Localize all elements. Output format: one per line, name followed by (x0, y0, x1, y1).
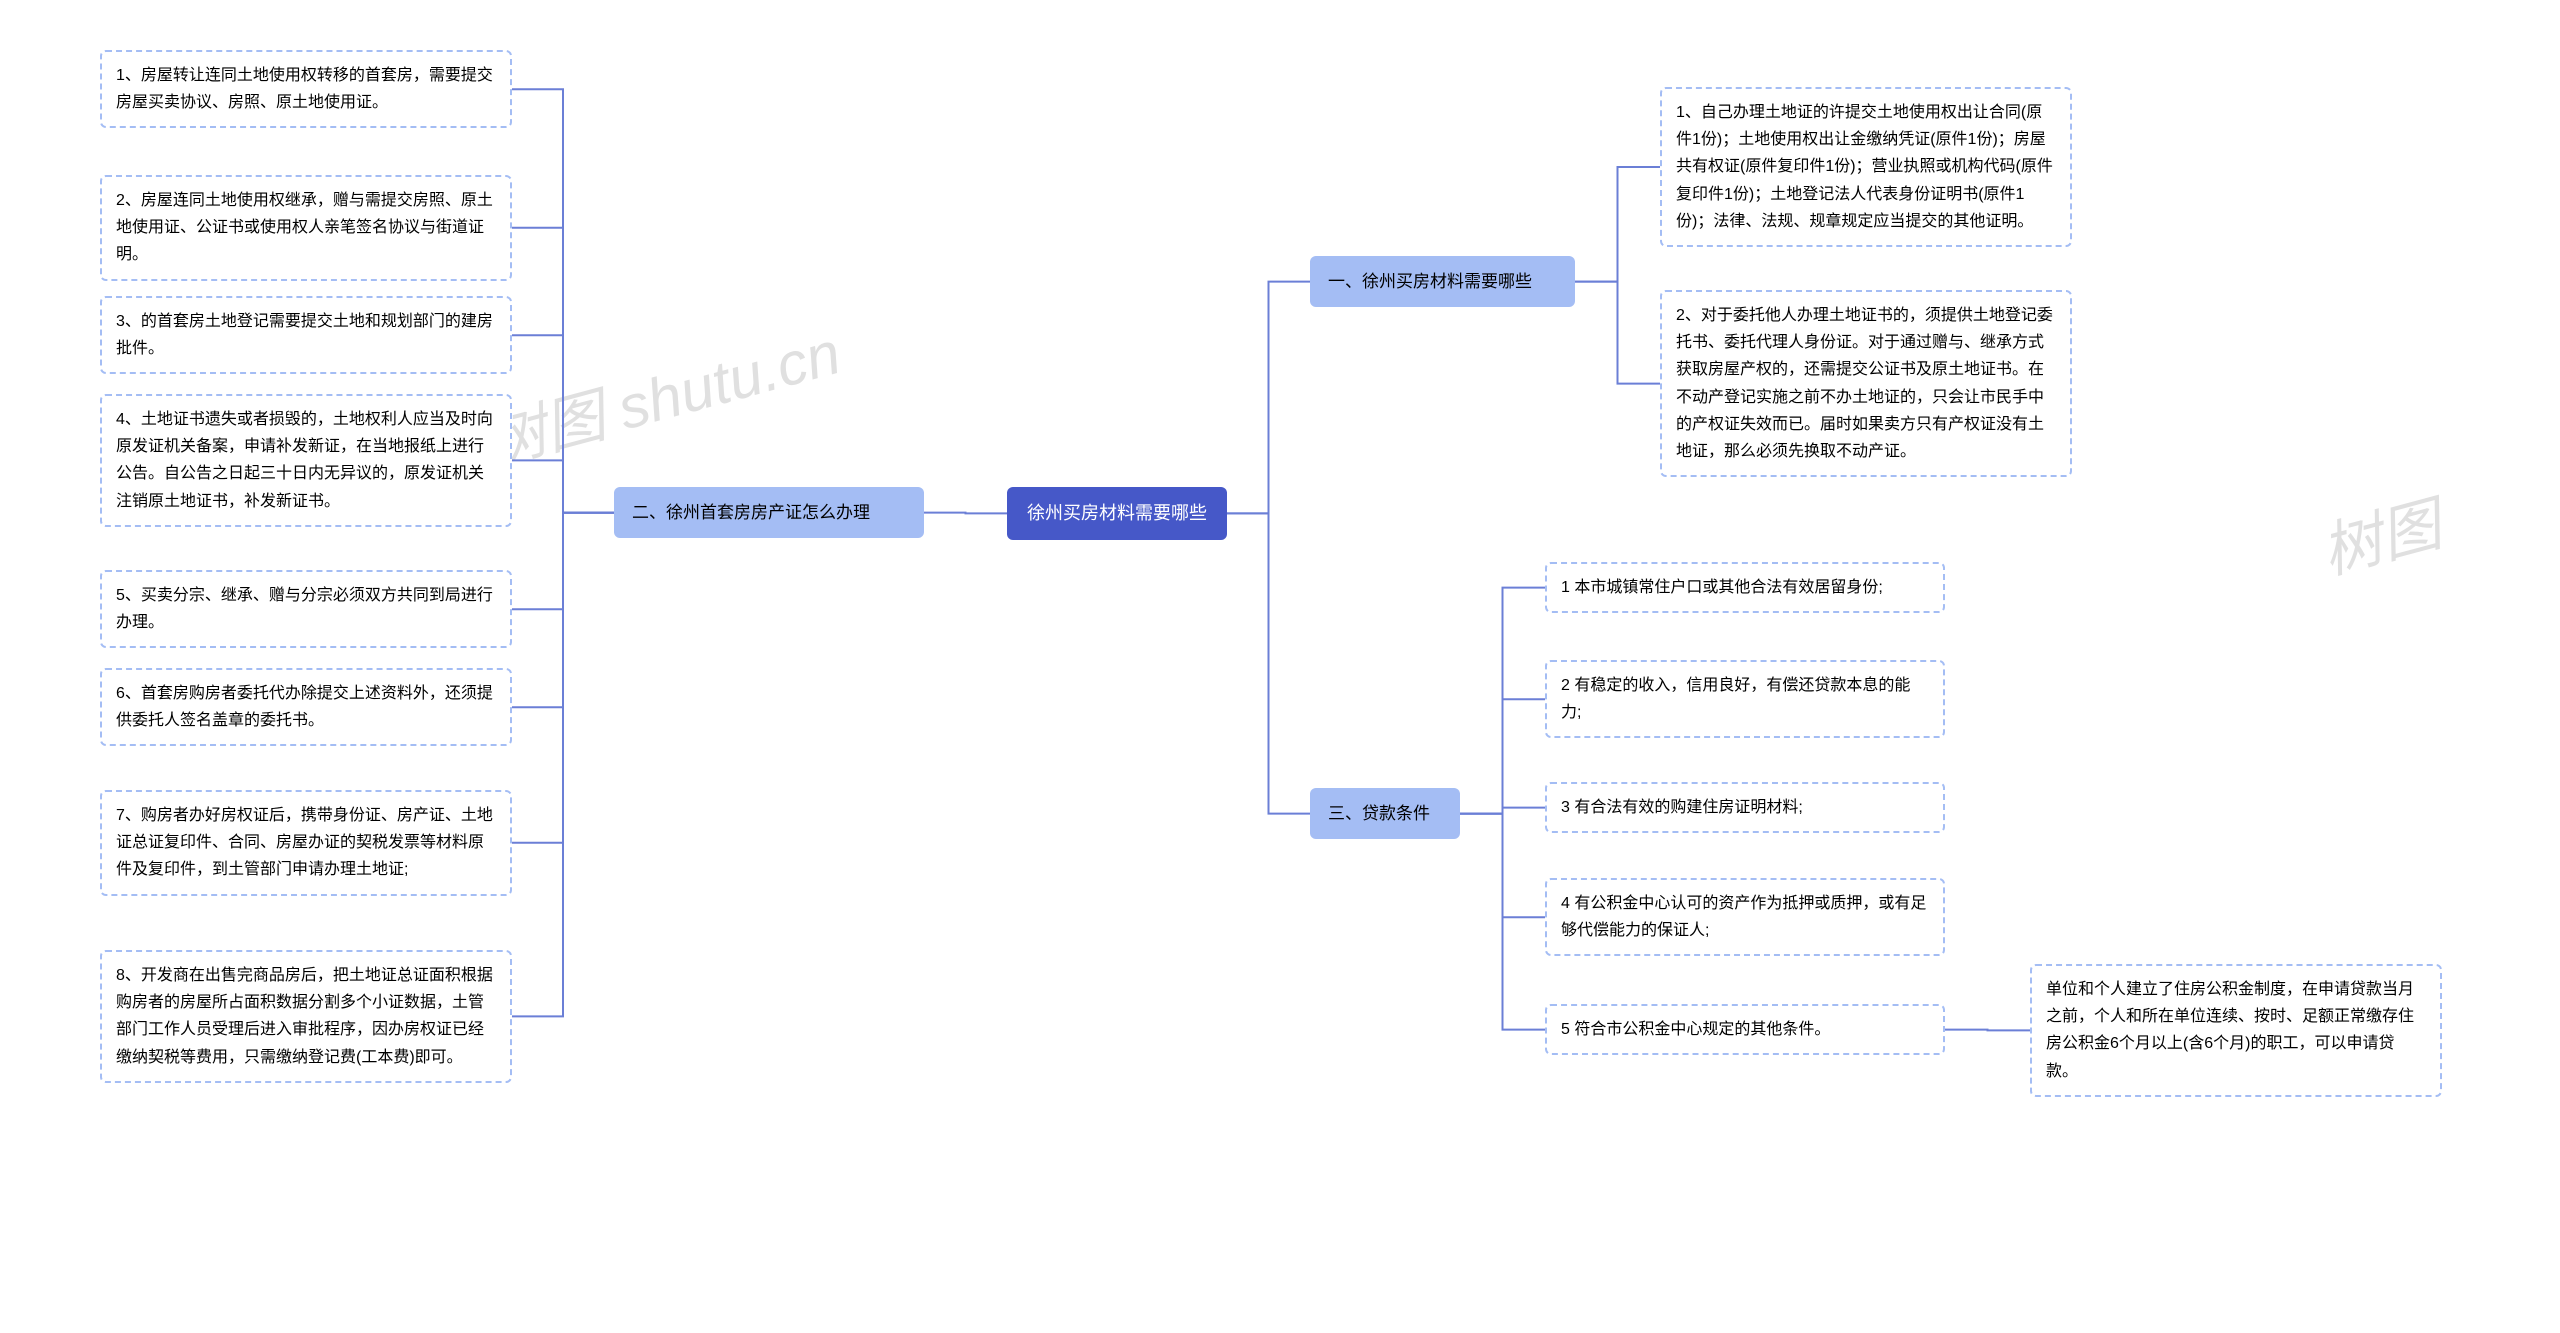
branch-right-1: 一、徐州买房材料需要哪些 (1310, 256, 1575, 307)
leaf-l2-6: 6、首套房购房者委托代办除提交上述资料外，还须提供委托人签名盖章的委托书。 (100, 668, 512, 746)
leaf-r1-2: 2、对于委托他人办理土地证书的，须提供土地登记委托书、委托代理人身份证。对于通过… (1660, 290, 2072, 477)
branch-left-2: 二、徐州首套房房产证怎么办理 (614, 487, 924, 538)
leaf-l2-4: 4、土地证书遗失或者损毁的，土地权利人应当及时向原发证机关备案，申请补发新证，在… (100, 394, 512, 527)
mindmap-diagram: 徐州买房材料需要哪些 一、徐州买房材料需要哪些 三、贷款条件 二、徐州首套房房产… (0, 0, 2560, 1333)
root-node: 徐州买房材料需要哪些 (1007, 487, 1227, 540)
leaf-l2-2: 2、房屋连同土地使用权继承，赠与需提交房照、原土地使用证、公证书或使用权人亲笔签… (100, 175, 512, 281)
leaf-l2-5: 5、买卖分宗、继承、赠与分宗必须双方共同到局进行办理。 (100, 570, 512, 648)
leaf-r3-5: 5 符合市公积金中心规定的其他条件。 (1545, 1004, 1945, 1055)
leaf-r3-4: 4 有公积金中心认可的资产作为抵押或质押，或有足够代偿能力的保证人; (1545, 878, 1945, 956)
branch-right-3: 三、贷款条件 (1310, 788, 1460, 839)
leaf-l2-8: 8、开发商在出售完商品房后，把土地证总证面积根据购房者的房屋所占面积数据分割多个… (100, 950, 512, 1083)
leaf-r3-3: 3 有合法有效的购建住房证明材料; (1545, 782, 1945, 833)
leaf-l2-1: 1、房屋转让连同土地使用权转移的首套房，需要提交房屋买卖协议、房照、原土地使用证… (100, 50, 512, 128)
leaf-r1-1: 1、自己办理土地证的许提交土地使用权出让合同(原件1份)；土地使用权出让金缴纳凭… (1660, 87, 2072, 247)
leaf-l2-3: 3、的首套房土地登记需要提交土地和规划部门的建房批件。 (100, 296, 512, 374)
leaf-l2-7: 7、购房者办好房权证后，携带身份证、房产证、土地证总证复印件、合同、房屋办证的契… (100, 790, 512, 896)
leaf-r3-2: 2 有稳定的收入，信用良好，有偿还贷款本息的能力; (1545, 660, 1945, 738)
leaf-r3-1: 1 本市城镇常住户口或其他合法有效居留身份; (1545, 562, 1945, 613)
leaf-r3-5-sub: 单位和个人建立了住房公积金制度，在申请贷款当月之前，个人和所在单位连续、按时、足… (2030, 964, 2442, 1097)
